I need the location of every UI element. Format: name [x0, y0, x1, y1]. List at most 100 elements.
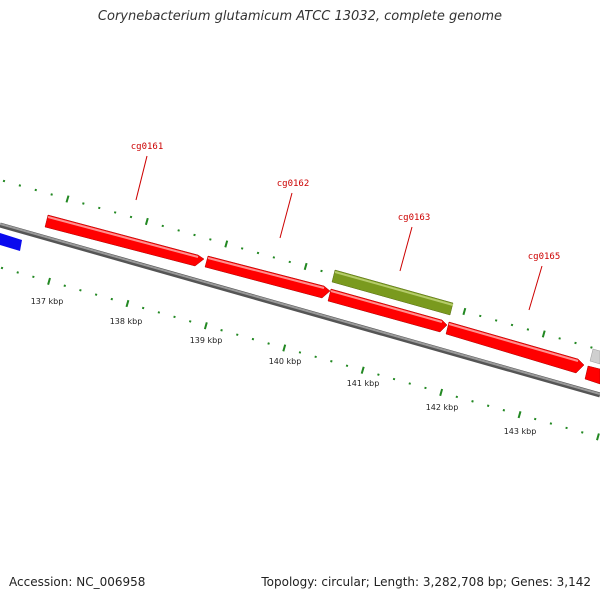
- inner-minor-tick: [79, 288, 82, 292]
- gene-cg0162[interactable]: [204, 255, 331, 299]
- outer-major-tick: [541, 330, 546, 338]
- outer-minor-tick: [209, 238, 212, 241]
- gene-label-cg0165: cg0165: [528, 252, 561, 262]
- inner-minor-tick: [94, 293, 98, 296]
- outer-minor-tick: [494, 319, 498, 322]
- outer-major-tick: [224, 240, 229, 248]
- tick-label-137: 137 kbp: [31, 297, 64, 306]
- inner-minor-tick: [549, 422, 553, 425]
- gene-label-cg0162: cg0162: [277, 179, 310, 189]
- outer-minor-tick: [50, 193, 53, 196]
- outer-minor-tick: [479, 314, 482, 318]
- inner-minor-tick: [565, 426, 568, 430]
- gene-gray[interactable]: [589, 348, 600, 365]
- gene-red-4[interactable]: [327, 288, 448, 333]
- gene-label-cg0161: cg0161: [131, 142, 164, 152]
- inner-minor-tick: [392, 377, 396, 381]
- map-title: Corynebacterium glutamicum ATCC 13032, c…: [97, 9, 503, 24]
- outer-minor-tick: [177, 229, 180, 232]
- inner-tick-ring: [0, 266, 600, 441]
- accession-value: NC_006958: [76, 575, 146, 589]
- outer-minor-tick: [320, 269, 323, 273]
- accession-label: Accession:: [9, 575, 73, 589]
- inner-minor-tick: [408, 382, 411, 385]
- inner-minor-tick: [110, 297, 114, 301]
- outer-minor-tick: [34, 188, 37, 192]
- outer-minor-tick: [526, 328, 530, 331]
- inner-minor-tick: [424, 386, 427, 390]
- inner-minor-tick: [486, 404, 490, 407]
- gene-features: [0, 214, 600, 385]
- gene-cg0165[interactable]: [445, 321, 585, 374]
- outer-minor-tick: [272, 256, 276, 259]
- gene-red-right[interactable]: [584, 365, 600, 385]
- tick-label-142: 142 kbp: [426, 403, 459, 412]
- outer-major-tick: [462, 307, 467, 316]
- genome-summary: Topology: circular; Length: 3,282,708 bp…: [261, 575, 591, 589]
- inner-major-tick: [360, 366, 365, 374]
- inner-minor-tick: [314, 355, 317, 359]
- inner-minor-tick: [345, 364, 349, 368]
- inner-minor-tick: [0, 266, 4, 270]
- inner-major-tick: [203, 322, 208, 330]
- inner-minor-tick: [330, 360, 333, 363]
- gene-labels: cg0161 cg0162 cg0163 cg0165: [131, 142, 561, 262]
- inner-minor-tick: [533, 417, 537, 421]
- inner-minor-tick: [236, 333, 239, 336]
- tick-label-141: 141 kbp: [347, 379, 380, 388]
- gene-cg0163[interactable]: [331, 269, 454, 316]
- inner-minor-tick: [377, 373, 380, 376]
- outer-minor-tick: [129, 215, 133, 219]
- outer-minor-tick: [590, 346, 593, 349]
- outer-minor-tick: [2, 179, 6, 183]
- tick-label-138: 138 kbp: [110, 317, 143, 326]
- outer-minor-tick: [193, 233, 196, 237]
- outer-minor-tick: [256, 251, 260, 255]
- outer-minor-tick: [113, 211, 117, 214]
- inner-minor-tick: [502, 408, 506, 412]
- tick-label-139: 139 kbp: [190, 336, 223, 345]
- accession-info: Accession: NC_006958: [9, 575, 145, 589]
- outer-minor-tick: [558, 337, 561, 340]
- inner-minor-tick: [16, 271, 19, 274]
- outer-minor-tick: [98, 206, 101, 210]
- gene-label-leaders: [135, 155, 543, 311]
- outer-major-tick: [144, 217, 149, 226]
- inner-major-tick: [125, 299, 130, 308]
- inner-major-tick: [596, 433, 600, 441]
- outer-minor-tick: [82, 202, 85, 205]
- inner-major-tick: [282, 344, 287, 352]
- inner-major-tick: [439, 388, 444, 397]
- inner-minor-tick: [251, 337, 255, 341]
- inner-minor-tick: [455, 395, 459, 399]
- inner-minor-tick: [32, 275, 35, 279]
- outer-minor-tick: [574, 341, 577, 345]
- inner-minor-tick: [141, 306, 145, 310]
- gene-label-cg0163: cg0163: [398, 213, 431, 223]
- outer-tick-ring: [2, 179, 593, 349]
- inner-major-tick: [47, 277, 51, 285]
- gene-blue[interactable]: [0, 233, 22, 251]
- outer-minor-tick: [510, 323, 514, 327]
- inner-minor-tick: [267, 342, 270, 345]
- inner-minor-tick: [63, 284, 66, 287]
- inner-minor-tick: [581, 431, 584, 434]
- tick-labels: 137 kbp 138 kbp 139 kbp 140 kbp 141 kbp …: [31, 297, 537, 436]
- outer-minor-tick: [240, 247, 244, 250]
- inner-minor-tick: [220, 328, 223, 332]
- inner-minor-tick: [173, 315, 176, 319]
- genome-backbone: [0, 222, 600, 398]
- inner-major-tick: [517, 411, 522, 419]
- inner-minor-tick: [298, 351, 302, 354]
- inner-minor-tick: [157, 311, 161, 314]
- inner-minor-tick: [188, 320, 192, 323]
- outer-major-tick: [65, 195, 70, 203]
- outer-major-tick: [303, 262, 308, 271]
- outer-minor-tick: [18, 184, 22, 187]
- outer-minor-tick: [161, 224, 164, 228]
- tick-label-143: 143 kbp: [504, 427, 537, 436]
- inner-minor-tick: [471, 400, 474, 403]
- tick-label-140: 140 kbp: [269, 357, 302, 366]
- outer-minor-tick: [288, 260, 291, 264]
